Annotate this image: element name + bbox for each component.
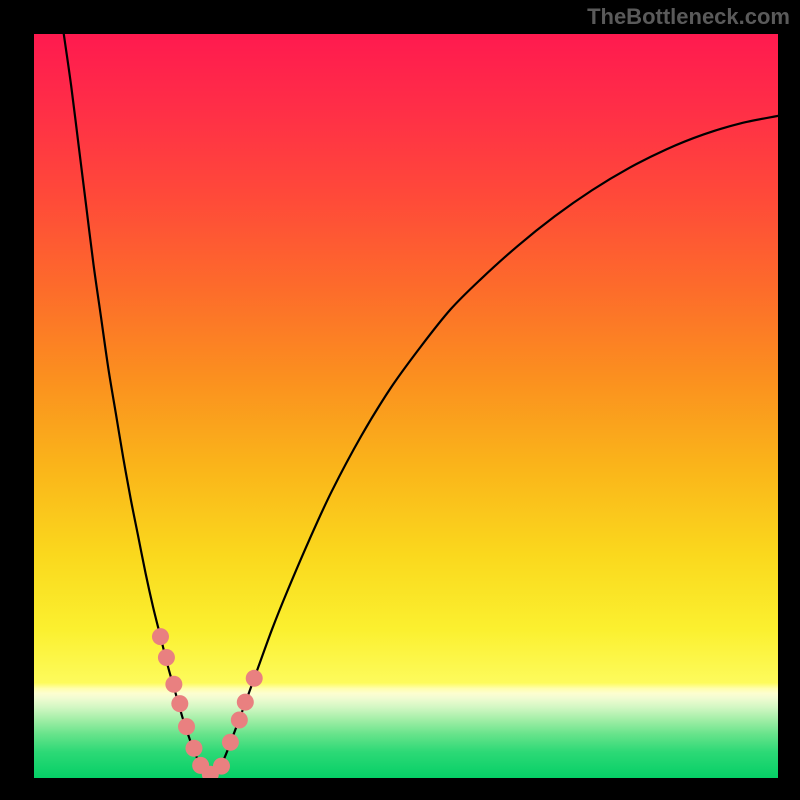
data-marker <box>231 711 248 728</box>
data-marker <box>222 734 239 751</box>
data-marker <box>185 740 202 757</box>
data-marker <box>213 758 230 775</box>
data-marker <box>246 670 263 687</box>
plot-area <box>34 34 778 778</box>
watermark-text: TheBottleneck.com <box>587 4 790 30</box>
data-marker <box>237 694 254 711</box>
data-marker <box>152 628 169 645</box>
data-marker <box>171 695 188 712</box>
data-marker <box>158 649 175 666</box>
chart-root: { "watermark": { "text": "TheBottleneck.… <box>0 0 800 800</box>
plot-svg <box>34 34 778 778</box>
data-marker <box>178 718 195 735</box>
background-gradient-rect <box>34 34 778 778</box>
data-marker <box>165 676 182 693</box>
